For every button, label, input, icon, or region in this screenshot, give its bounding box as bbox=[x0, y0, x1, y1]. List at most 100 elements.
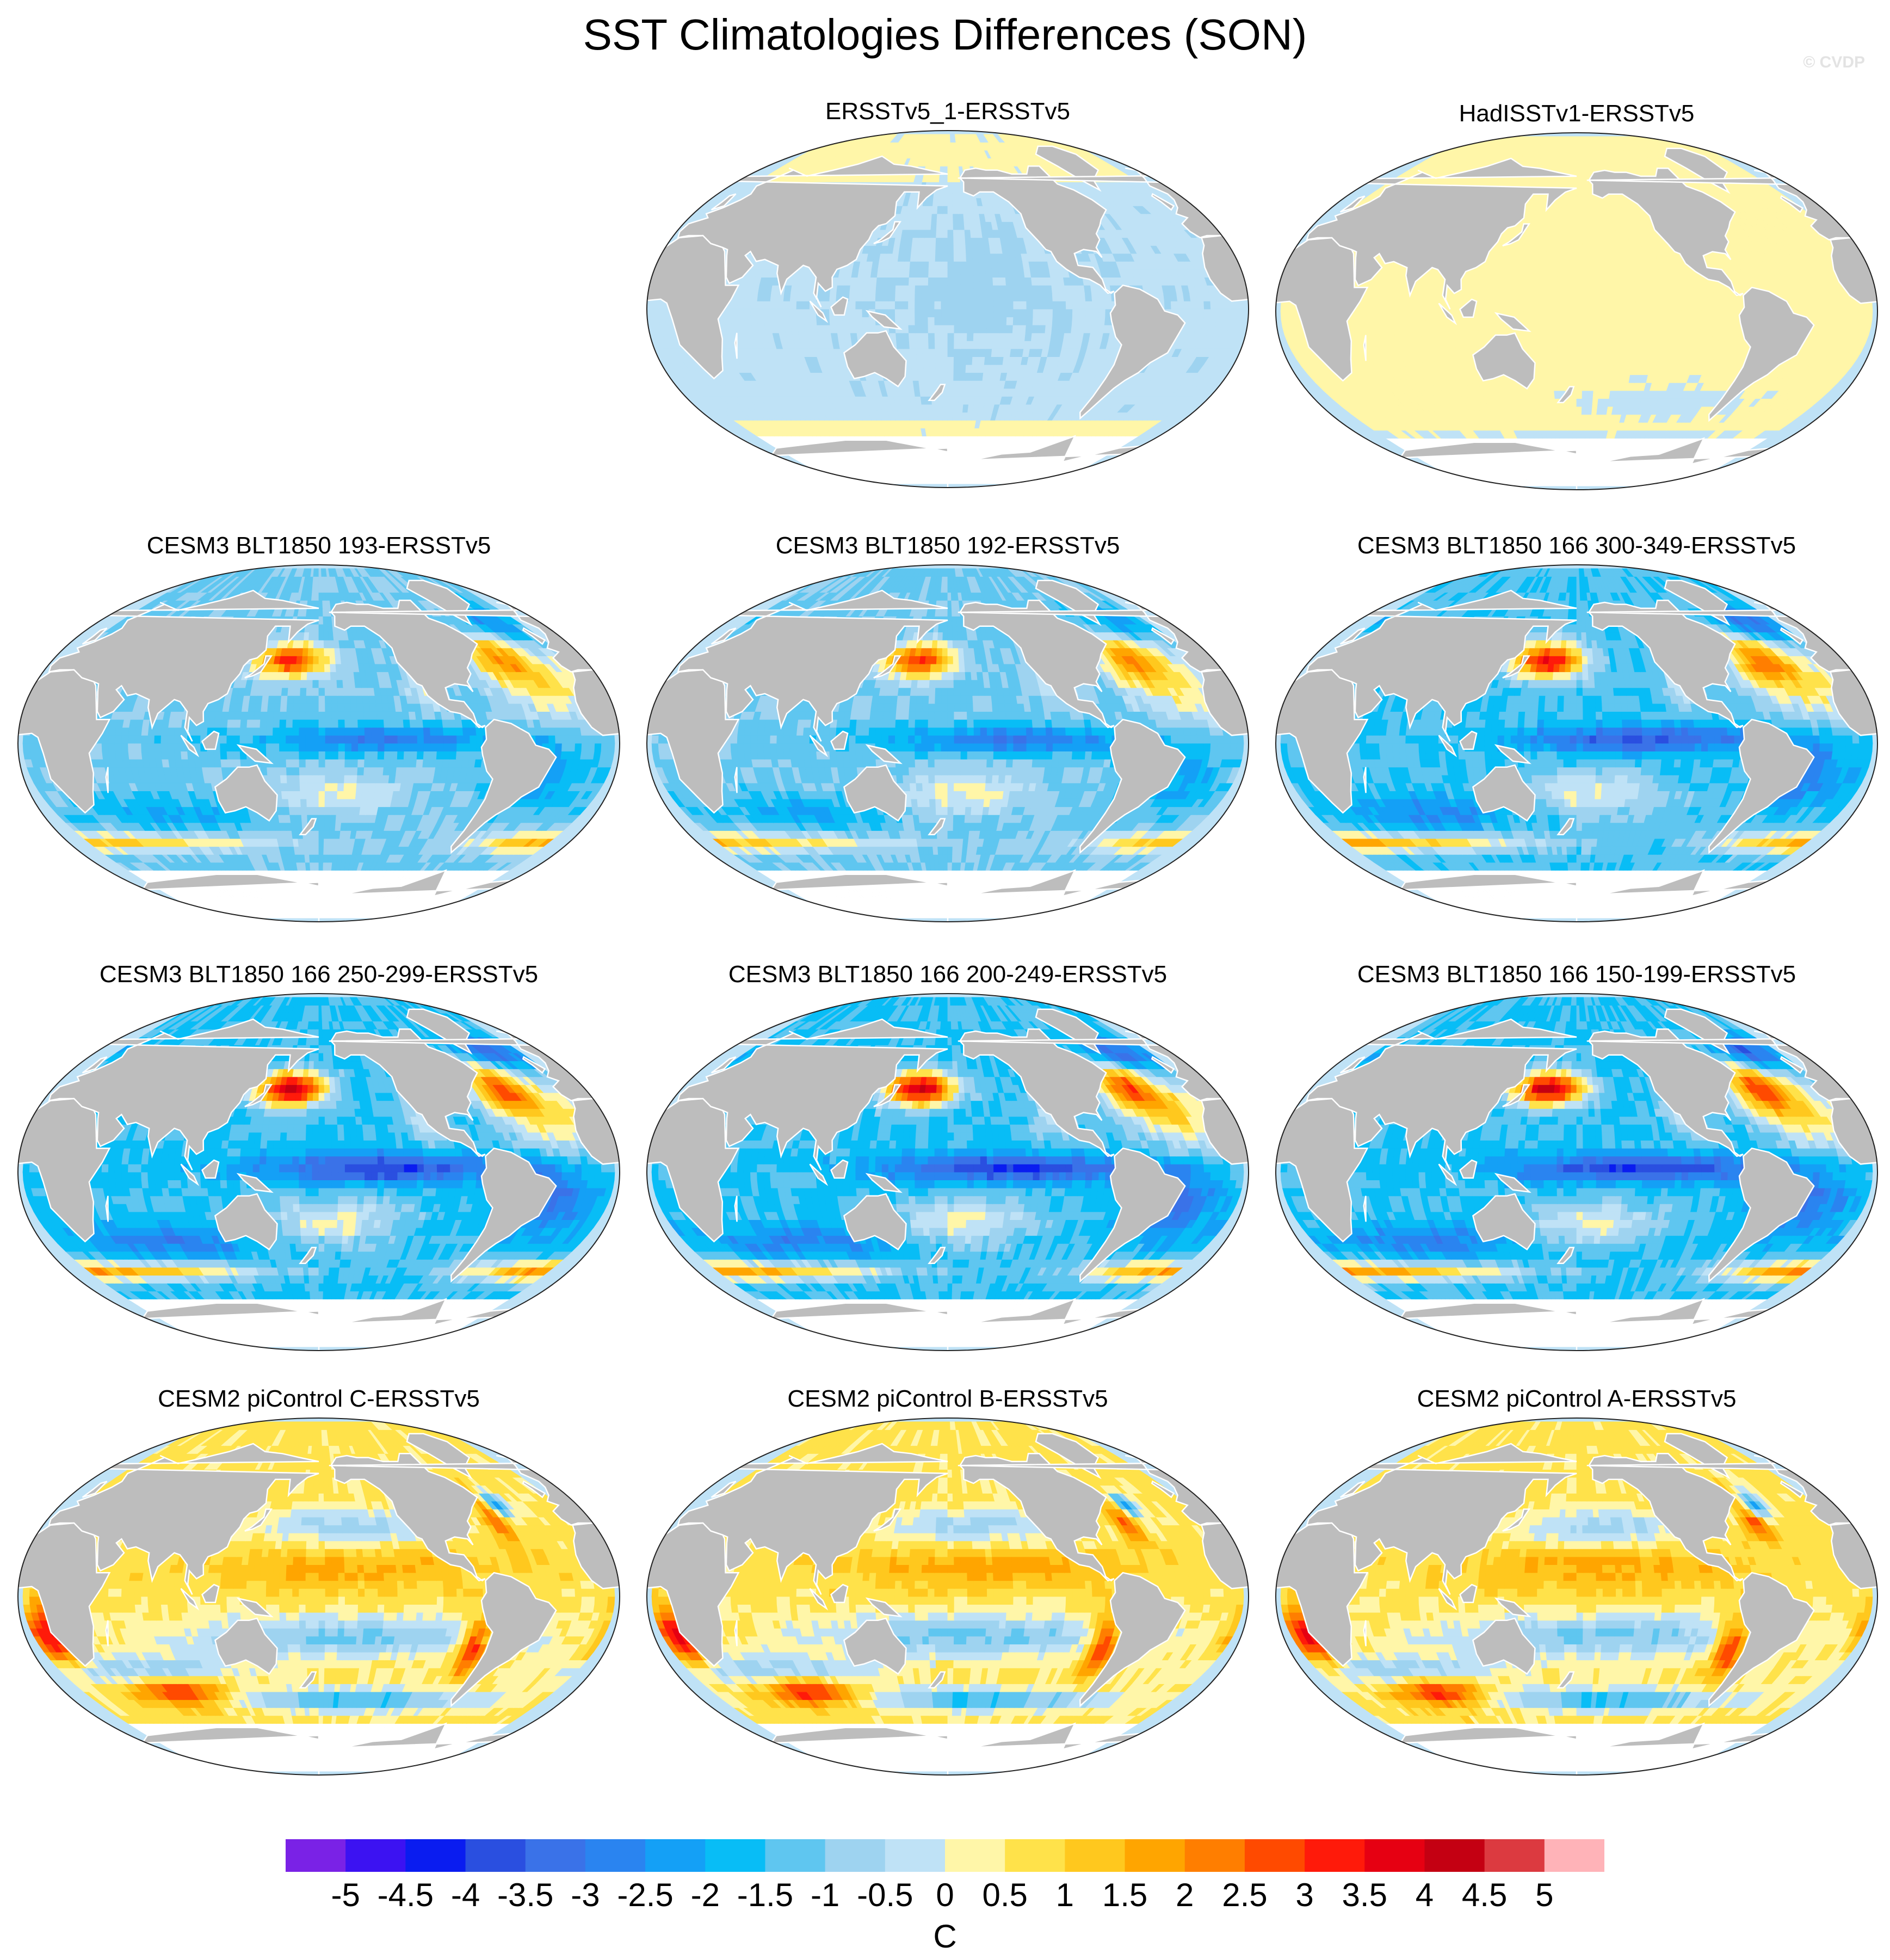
land-mask bbox=[18, 1433, 620, 1775]
colorbar-swatch bbox=[1364, 1839, 1425, 1872]
colorbar-tick-label: 0 bbox=[936, 1876, 954, 1914]
colorbar-swatch bbox=[1065, 1839, 1126, 1872]
map-border bbox=[17, 564, 620, 922]
panel-title: CESM3 BLT1850 193-ERSSTv5 bbox=[4, 532, 633, 559]
colorbar-tick-label: 1 bbox=[1056, 1876, 1074, 1914]
map-border bbox=[646, 130, 1249, 488]
colorbar-tick-label: 2 bbox=[1176, 1876, 1194, 1914]
colorbar-units: C bbox=[933, 1918, 956, 1955]
colorbar-swatch bbox=[1005, 1839, 1065, 1872]
colorbar-tick-label: -3.5 bbox=[497, 1876, 553, 1914]
land-mask bbox=[647, 1008, 1249, 1351]
colorbar-swatch bbox=[765, 1839, 826, 1872]
colorbar-swatch bbox=[1484, 1839, 1545, 1872]
panel-title: HadISSTv1-ERSSTv5 bbox=[1262, 100, 1890, 127]
land-mask bbox=[647, 145, 1249, 488]
map-p3 bbox=[17, 564, 620, 922]
colorbar-tick-label: -1 bbox=[811, 1876, 839, 1914]
panel-p1: ERSSTv5_1-ERSSTv5 bbox=[633, 98, 1262, 511]
colorbar-swatch bbox=[1125, 1839, 1185, 1872]
panel-title: CESM2 piControl B-ERSSTv5 bbox=[633, 1385, 1262, 1413]
panel-p11: CESM2 piControl A-ERSSTv5 bbox=[1262, 1385, 1890, 1799]
panel-p6: CESM3 BLT1850 166 250-299-ERSSTv5 bbox=[4, 961, 633, 1375]
map-p11 bbox=[1275, 1417, 1878, 1776]
panel-title: CESM3 BLT1850 192-ERSSTv5 bbox=[633, 532, 1262, 559]
panel-title: CESM3 BLT1850 166 300-349-ERSSTv5 bbox=[1262, 532, 1890, 559]
colorbar-tick-label: 5 bbox=[1535, 1876, 1553, 1914]
panel-p2: HadISSTv1-ERSSTv5 bbox=[1262, 100, 1890, 514]
colorbar-swatch bbox=[585, 1839, 646, 1872]
map-border bbox=[646, 564, 1249, 922]
map-p1 bbox=[646, 130, 1249, 488]
colorbar-tick-label: -2.5 bbox=[617, 1876, 673, 1914]
panel-title: ERSSTv5_1-ERSSTv5 bbox=[633, 98, 1262, 125]
figure-title: SST Climatologies Differences (SON) bbox=[0, 10, 1890, 60]
colorbar-swatch bbox=[945, 1839, 1005, 1872]
colorbar-tick-label: 3 bbox=[1295, 1876, 1313, 1914]
panel-p8: CESM3 BLT1850 166 150-199-ERSSTv5 bbox=[1262, 961, 1890, 1375]
map-p7 bbox=[646, 993, 1249, 1351]
colorbar-swatch bbox=[286, 1839, 346, 1872]
colorbar-swatch bbox=[465, 1839, 526, 1872]
map-border bbox=[17, 1417, 620, 1776]
colorbar-tick-label: -5 bbox=[331, 1876, 360, 1914]
colorbar-tick-label: 3.5 bbox=[1342, 1876, 1387, 1914]
panel-title: CESM3 BLT1850 166 250-299-ERSSTv5 bbox=[4, 961, 633, 988]
land-mask bbox=[18, 1008, 620, 1351]
colorbar-tick-label: -3 bbox=[571, 1876, 600, 1914]
colorbar-tick-label: -2 bbox=[691, 1876, 720, 1914]
colorbar-swatch bbox=[1305, 1839, 1365, 1872]
map-p4 bbox=[646, 564, 1249, 922]
colorbar-swatch bbox=[825, 1839, 886, 1872]
land-mask bbox=[1276, 1008, 1877, 1351]
map-p8 bbox=[1275, 993, 1878, 1351]
panel-p7: CESM3 BLT1850 166 200-249-ERSSTv5 bbox=[633, 961, 1262, 1375]
colorbar bbox=[286, 1839, 1604, 1872]
map-p2 bbox=[1275, 132, 1878, 490]
colorbar-tick-label: 0.5 bbox=[982, 1876, 1027, 1914]
panel-title: CESM3 BLT1850 166 200-249-ERSSTv5 bbox=[633, 961, 1262, 988]
map-border bbox=[646, 993, 1249, 1351]
colorbar-swatch bbox=[1544, 1839, 1604, 1872]
colorbar-swatch bbox=[345, 1839, 406, 1872]
map-border bbox=[17, 993, 620, 1351]
colorbar-tick-label: -4 bbox=[451, 1876, 480, 1914]
cvdp-watermark: © CVDP bbox=[1803, 53, 1865, 72]
colorbar-tick-label: 1.5 bbox=[1102, 1876, 1147, 1914]
map-p6 bbox=[17, 993, 620, 1351]
colorbar-tick-label: 4.5 bbox=[1462, 1876, 1507, 1914]
land-mask bbox=[1276, 580, 1877, 922]
map-p5 bbox=[1275, 564, 1878, 922]
map-border bbox=[1275, 993, 1878, 1351]
colorbar-swatch bbox=[525, 1839, 586, 1872]
colorbar-swatch bbox=[1184, 1839, 1245, 1872]
colorbar-tick-label: -4.5 bbox=[378, 1876, 434, 1914]
colorbar-tick-label: -1.5 bbox=[737, 1876, 793, 1914]
map-p9 bbox=[17, 1417, 620, 1776]
map-border bbox=[646, 1417, 1249, 1776]
map-border bbox=[1275, 1417, 1878, 1776]
panel-title: CESM2 piControl A-ERSSTv5 bbox=[1262, 1385, 1890, 1413]
map-p10 bbox=[646, 1417, 1249, 1776]
panel-title: CESM3 BLT1850 166 150-199-ERSSTv5 bbox=[1262, 961, 1890, 988]
colorbar-tick-label: 2.5 bbox=[1222, 1876, 1267, 1914]
panel-p5: CESM3 BLT1850 166 300-349-ERSSTv5 bbox=[1262, 532, 1890, 946]
colorbar-swatch bbox=[645, 1839, 706, 1872]
colorbar-swatch bbox=[1244, 1839, 1305, 1872]
panel-p10: CESM2 piControl B-ERSSTv5 bbox=[633, 1385, 1262, 1799]
panel-title: CESM2 piControl C-ERSSTv5 bbox=[4, 1385, 633, 1413]
colorbar-tick-label: 4 bbox=[1416, 1876, 1434, 1914]
colorbar-tick-label: -0.5 bbox=[857, 1876, 913, 1914]
land-mask bbox=[1276, 147, 1877, 490]
panel-p3: CESM3 BLT1850 193-ERSSTv5 bbox=[4, 532, 633, 946]
map-border bbox=[1275, 132, 1878, 490]
land-mask bbox=[647, 1433, 1249, 1775]
colorbar-swatch bbox=[885, 1839, 946, 1872]
colorbar-swatch bbox=[405, 1839, 466, 1872]
colorbar-swatch bbox=[1424, 1839, 1485, 1872]
map-border bbox=[1275, 564, 1878, 922]
colorbar-swatch bbox=[705, 1839, 765, 1872]
sst-anomaly-field bbox=[1280, 136, 1873, 486]
panel-p9: CESM2 piControl C-ERSSTv5 bbox=[4, 1385, 633, 1799]
panel-p4: CESM3 BLT1850 192-ERSSTv5 bbox=[633, 532, 1262, 946]
